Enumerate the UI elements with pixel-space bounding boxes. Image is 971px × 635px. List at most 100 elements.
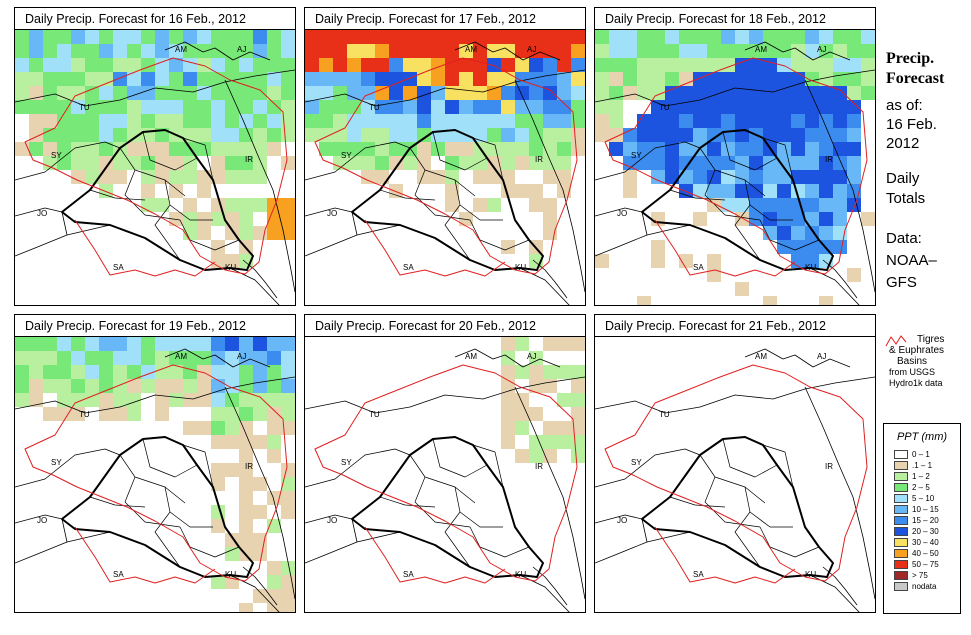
precip-cell (749, 198, 763, 212)
precip-cell (819, 198, 833, 212)
precip-cell (113, 407, 127, 421)
precip-cell (113, 365, 127, 379)
precip-cell (347, 114, 361, 128)
precip-grid (15, 30, 295, 268)
precip-cell (71, 142, 85, 156)
precip-cell (281, 128, 295, 142)
precip-cell (609, 86, 623, 100)
province-border (699, 147, 766, 197)
country-label: SA (693, 570, 704, 579)
precip-cell (267, 44, 281, 58)
precip-cell (791, 156, 805, 170)
precip-cell (417, 86, 431, 100)
province-border (182, 444, 214, 488)
precip-cell (389, 114, 403, 128)
legend-swatch (894, 582, 908, 591)
precip-cell (141, 351, 155, 365)
precip-cell (305, 30, 319, 44)
precip-cell (445, 30, 459, 44)
legend-swatch (894, 472, 908, 481)
province-border (379, 496, 436, 508)
precip-cell (623, 72, 637, 86)
precip-cell (543, 100, 557, 114)
precip-cell (253, 128, 267, 142)
precip-cell (693, 86, 707, 100)
precip-cell (113, 86, 127, 100)
precip-cell (141, 100, 155, 114)
precip-cell (43, 72, 57, 86)
precip-cell (239, 100, 253, 114)
precip-cell (15, 86, 29, 100)
precip-cell (225, 86, 239, 100)
precip-cell (319, 72, 333, 86)
precip-cell (679, 100, 693, 114)
precip-cell (57, 44, 71, 58)
precip-cell (665, 128, 679, 142)
precip-cell (431, 44, 445, 58)
precip-cell (389, 142, 403, 156)
precip-cell (239, 365, 253, 379)
precip-cell (847, 58, 861, 72)
precip-cell (473, 72, 487, 86)
province-border (142, 131, 198, 171)
precip-cell (595, 72, 609, 86)
precip-cell (459, 212, 473, 226)
precip-cell (403, 114, 417, 128)
precip-cell (305, 86, 319, 100)
country-border (595, 376, 875, 414)
precip-cell (225, 393, 239, 407)
precip-cell (127, 156, 141, 170)
precip-cell (403, 30, 417, 44)
precip-cell (861, 72, 875, 86)
precip-cell (113, 72, 127, 86)
precip-cell (15, 379, 29, 393)
basin-note-line: Tigres (917, 334, 945, 345)
precip-cell (99, 30, 113, 44)
precip-cell (735, 282, 749, 296)
precip-cell (197, 114, 211, 128)
precip-cell (679, 128, 693, 142)
legend-swatch (894, 483, 908, 492)
precip-cell (417, 100, 431, 114)
precip-cell (183, 393, 197, 407)
country-label: SY (341, 458, 352, 467)
precip-cell (847, 198, 861, 212)
precip-cell (333, 44, 347, 58)
precip-cell (141, 30, 155, 44)
precip-cell (763, 86, 777, 100)
precip-cell (763, 100, 777, 114)
basin-boundary (364, 219, 506, 277)
precip-cell (557, 72, 571, 86)
legend-label: 30 – 40 (912, 538, 939, 547)
precip-map: AM AJ TU SY IR JO SA KU (15, 337, 295, 612)
precip-cell (197, 86, 211, 100)
precip-cell (225, 212, 239, 226)
precip-cell (847, 142, 861, 156)
precip-cell (487, 58, 501, 72)
precip-cell (225, 547, 239, 561)
precip-cell (281, 156, 295, 170)
precip-cell (679, 58, 693, 72)
country-label: KU (805, 263, 816, 272)
province-border (179, 219, 240, 251)
precip-cell (805, 72, 819, 86)
precip-cell (281, 589, 295, 603)
precip-cell (99, 86, 113, 100)
basin-note-line: & Euphrates (889, 345, 945, 356)
precip-cell (571, 435, 585, 449)
panel-title: Daily Precip. Forecast for 16 Feb., 2012 (15, 8, 295, 30)
precip-cell (777, 128, 791, 142)
province-border (734, 204, 761, 261)
precip-cell (651, 128, 665, 142)
precip-cell (127, 86, 141, 100)
precip-cell (431, 100, 445, 114)
precip-cell (71, 379, 85, 393)
precip-cell (637, 128, 651, 142)
province-border (414, 169, 471, 221)
precip-cell (749, 100, 763, 114)
country-label: AJ (237, 352, 246, 361)
precip-cell (637, 44, 651, 58)
precip-cell (819, 114, 833, 128)
precip-cell (15, 351, 29, 365)
precip-cell (29, 114, 43, 128)
